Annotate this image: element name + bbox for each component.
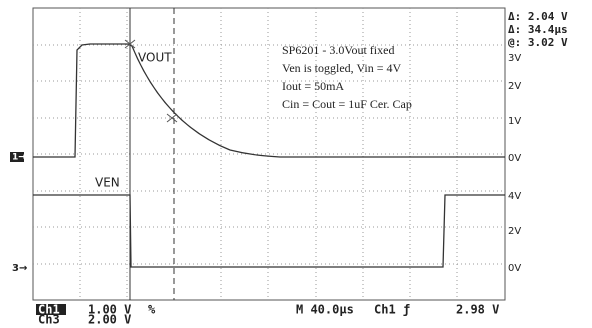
trace-label: VOUT [138, 51, 172, 65]
note: Cin = Cout = 1uF Cer. Cap [282, 97, 412, 111]
readout: Δ: 34.4μs [508, 23, 568, 36]
status: M 40.0μs [296, 303, 354, 317]
trace-ch3 [33, 194, 505, 268]
status: 2.00 V [88, 313, 131, 325]
scale-label: 3V [508, 53, 521, 64]
cursor-marks [124, 39, 178, 123]
ch1-badge [10, 152, 24, 162]
status: Ch3 [38, 313, 60, 325]
marker: 1→ [12, 153, 26, 163]
note: Iout = 50mA [282, 79, 344, 93]
status: Ch1 [38, 303, 60, 317]
trace-ch1 [33, 43, 505, 158]
note: Ven is toggled, Vin = 4V [282, 61, 401, 75]
scale-label: 1V [508, 116, 521, 127]
graticule [32, 7, 506, 301]
scale-label: 2V [508, 226, 521, 237]
scale-label: 0V [508, 263, 521, 274]
readout: @: 3.02 V [508, 36, 568, 49]
scale-label: 4V [508, 191, 521, 202]
status: 1.00 V [88, 303, 131, 317]
marker: 3→ [12, 263, 27, 274]
status: Ch1 ƒ [374, 303, 410, 317]
readout: Δ: 2.04 V [508, 10, 568, 23]
trace-label: VEN [95, 176, 120, 190]
ch1-status-badge [36, 304, 66, 315]
scale-label: 0V [508, 153, 521, 164]
status: % [148, 303, 156, 317]
scale-label: 2V [508, 81, 521, 92]
note: SP6201 - 3.0Vout fixed [282, 43, 394, 57]
status: 2.98 V [456, 303, 499, 317]
